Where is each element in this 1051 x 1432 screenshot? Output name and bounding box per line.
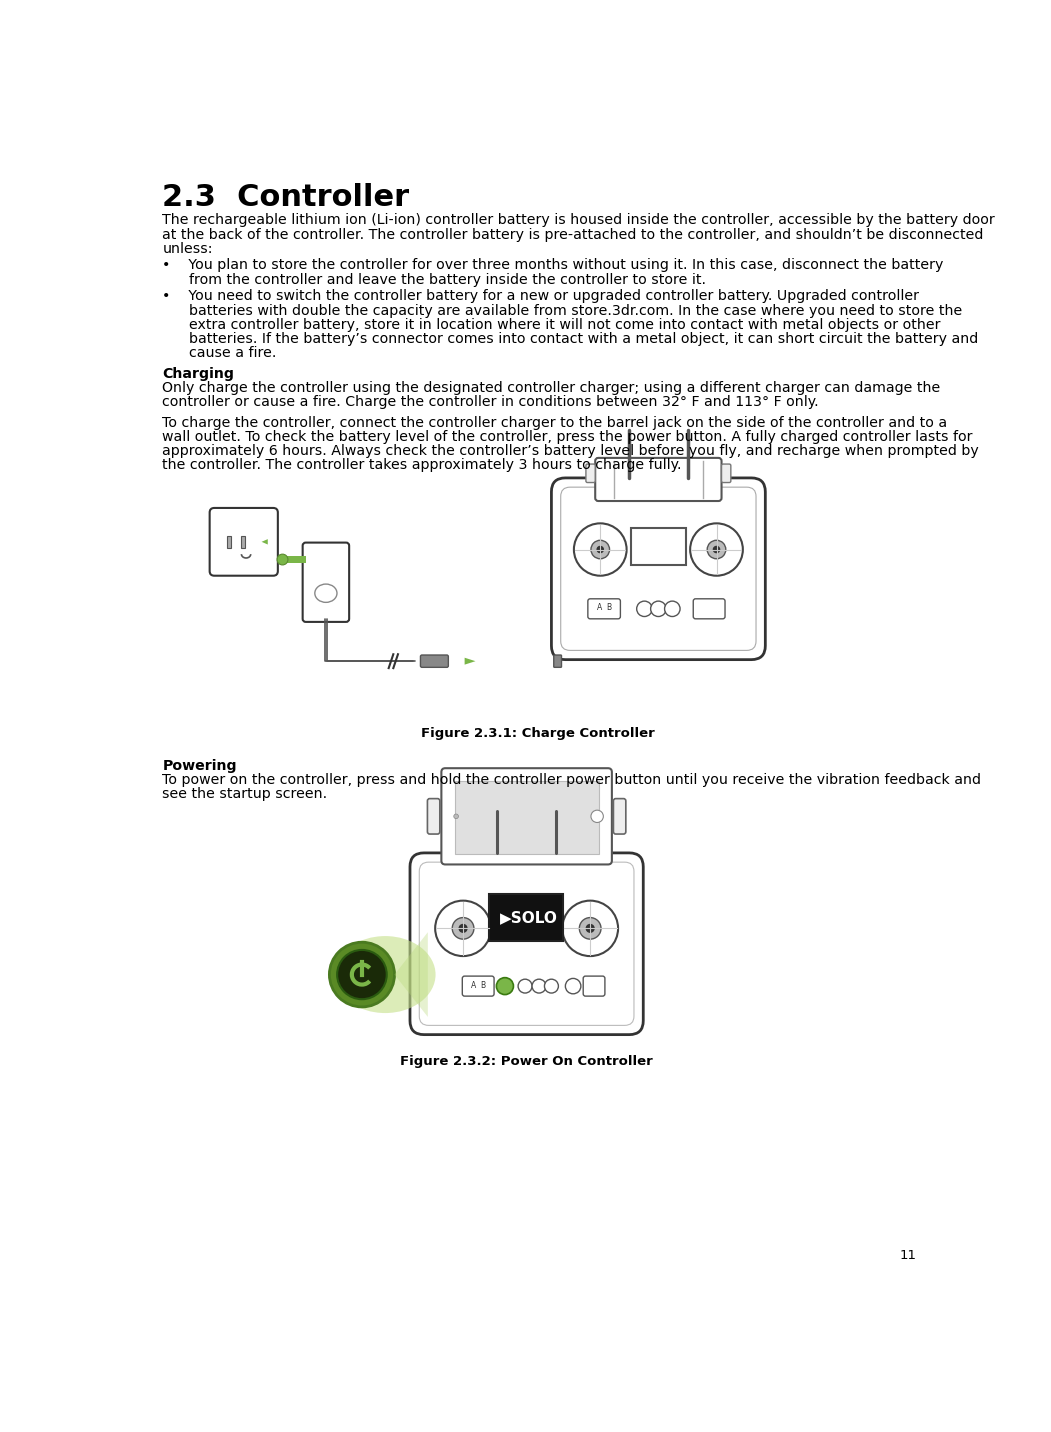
Circle shape [459, 925, 467, 932]
Circle shape [565, 978, 581, 994]
Circle shape [518, 979, 532, 992]
FancyBboxPatch shape [462, 977, 494, 997]
Text: 11: 11 [900, 1249, 916, 1262]
FancyBboxPatch shape [614, 799, 625, 833]
Text: A  B: A B [597, 603, 612, 611]
Bar [227, 536, 231, 548]
FancyArrow shape [449, 657, 475, 664]
Circle shape [496, 978, 514, 995]
Text: batteries. If the battery’s connector comes into contact with a metal object, it: batteries. If the battery’s connector co… [162, 332, 978, 347]
Text: Powering: Powering [162, 759, 236, 773]
FancyBboxPatch shape [419, 862, 634, 1025]
Bar [283, 556, 306, 563]
Polygon shape [394, 932, 428, 1017]
Circle shape [591, 540, 610, 558]
Text: approximately 6 hours. Always check the controller’s battery level before you fl: approximately 6 hours. Always check the … [162, 444, 980, 458]
Bar [632, 528, 685, 566]
Circle shape [714, 547, 720, 553]
Ellipse shape [315, 584, 337, 603]
FancyBboxPatch shape [722, 464, 730, 483]
Circle shape [544, 979, 558, 992]
Text: To power on the controller, press and hold the controller power button until you: To power on the controller, press and ho… [162, 773, 982, 788]
FancyBboxPatch shape [420, 654, 449, 667]
Circle shape [454, 813, 458, 819]
Circle shape [532, 979, 547, 992]
Text: The rechargeable lithium ion (Li-ion) controller battery is housed inside the co: The rechargeable lithium ion (Li-ion) co… [162, 213, 995, 228]
Ellipse shape [574, 523, 626, 576]
Circle shape [664, 601, 680, 617]
Circle shape [651, 601, 666, 617]
FancyBboxPatch shape [683, 471, 693, 483]
FancyArrow shape [262, 538, 277, 544]
FancyBboxPatch shape [585, 464, 595, 483]
FancyBboxPatch shape [552, 848, 561, 858]
Circle shape [586, 925, 594, 932]
Text: Only charge the controller using the designated controller charger; using a diff: Only charge the controller using the des… [162, 381, 941, 395]
Circle shape [707, 540, 726, 558]
FancyBboxPatch shape [410, 853, 643, 1035]
Text: ▶SOLO: ▶SOLO [500, 911, 558, 925]
Text: A  B: A B [471, 981, 487, 990]
Ellipse shape [691, 523, 743, 576]
Text: from the controller and leave the battery inside the controller to store it.: from the controller and leave the batter… [162, 272, 706, 286]
FancyBboxPatch shape [554, 654, 561, 667]
FancyBboxPatch shape [441, 768, 612, 865]
Circle shape [637, 601, 653, 617]
Text: wall outlet. To check the battery level of the controller, press the power butto: wall outlet. To check the battery level … [162, 430, 973, 444]
Circle shape [591, 811, 603, 822]
Text: batteries with double the capacity are available from store.3dr.com. In the case: batteries with double the capacity are a… [162, 304, 963, 318]
Ellipse shape [335, 937, 435, 1012]
FancyBboxPatch shape [583, 977, 605, 997]
FancyBboxPatch shape [595, 458, 722, 501]
Circle shape [277, 554, 288, 566]
FancyBboxPatch shape [303, 543, 349, 621]
FancyBboxPatch shape [694, 599, 725, 619]
FancyBboxPatch shape [552, 478, 765, 660]
FancyBboxPatch shape [588, 599, 620, 619]
Bar [454, 782, 599, 855]
Text: •    You need to switch the controller battery for a new or upgraded controller : • You need to switch the controller batt… [162, 289, 920, 304]
Circle shape [329, 942, 394, 1007]
Text: Figure 2.3.2: Power On Controller: Figure 2.3.2: Power On Controller [400, 1055, 653, 1068]
Text: cause a fire.: cause a fire. [162, 347, 276, 361]
Text: Charging: Charging [162, 367, 234, 381]
FancyBboxPatch shape [428, 799, 439, 833]
Ellipse shape [435, 901, 491, 957]
FancyBboxPatch shape [624, 471, 634, 483]
FancyBboxPatch shape [209, 508, 277, 576]
Circle shape [579, 918, 601, 939]
Text: the controller. The controller takes approximately 3 hours to charge fully.: the controller. The controller takes app… [162, 458, 682, 473]
Ellipse shape [562, 901, 618, 957]
FancyBboxPatch shape [561, 487, 756, 650]
Text: at the back of the controller. The controller battery is pre-attached to the con: at the back of the controller. The contr… [162, 228, 984, 242]
Text: see the startup screen.: see the startup screen. [162, 788, 328, 802]
Circle shape [337, 949, 387, 1000]
Text: controller or cause a fire. Charge the controller in conditions between 32° F an: controller or cause a fire. Charge the c… [162, 395, 819, 410]
Text: •    You plan to store the controller for over three months without using it. In: • You plan to store the controller for o… [162, 258, 944, 272]
Bar [241, 536, 245, 548]
Text: 2.3  Controller: 2.3 Controller [162, 183, 410, 212]
FancyBboxPatch shape [493, 848, 501, 858]
Bar [490, 894, 563, 941]
Text: extra controller battery, store it in location where it will not come into conta: extra controller battery, store it in lo… [162, 318, 941, 332]
Text: Figure 2.3.1: Charge Controller: Figure 2.3.1: Charge Controller [421, 726, 655, 739]
Circle shape [452, 918, 474, 939]
Circle shape [597, 547, 603, 553]
Text: To charge the controller, connect the controller charger to the barrel jack on t: To charge the controller, connect the co… [162, 415, 948, 430]
Text: unless:: unless: [162, 242, 213, 256]
